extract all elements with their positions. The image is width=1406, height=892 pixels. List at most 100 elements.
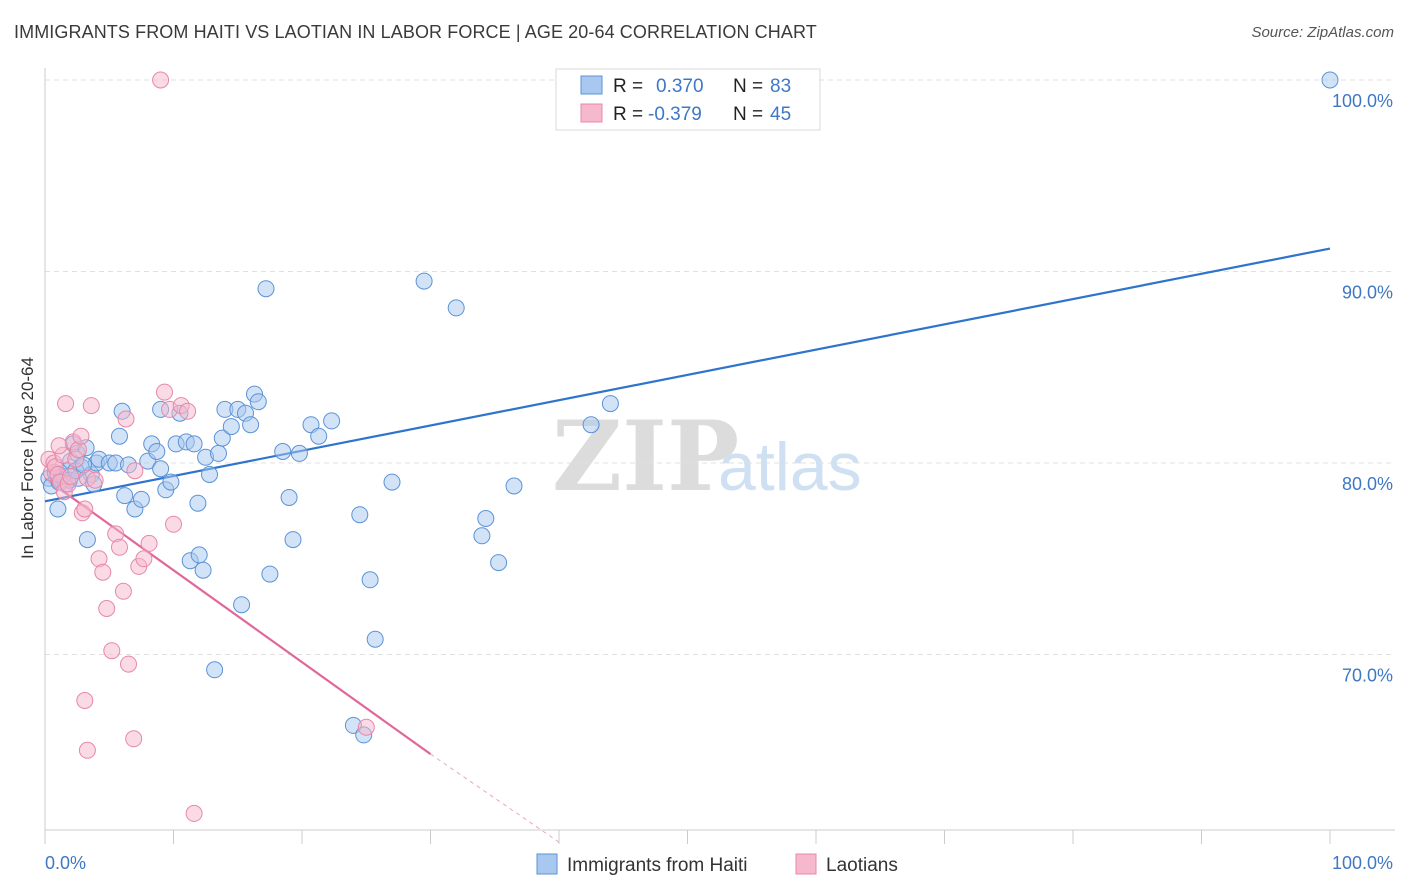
legend-r-value: 0.370 <box>656 76 704 97</box>
haiti-point <box>189 494 207 512</box>
stats-legend: R = 0.370 N = 83 R = -0.379 N = 45 <box>555 68 821 131</box>
haiti-point <box>194 561 212 579</box>
laotian-point <box>125 730 143 748</box>
chart-title: IMMIGRANTS FROM HAITI VS LAOTIAN IN LABO… <box>14 22 817 42</box>
laotian-point <box>140 534 158 552</box>
haiti-point <box>366 630 384 648</box>
legend-n-label: N = <box>733 104 763 125</box>
haiti-point <box>473 527 491 545</box>
bottom-legend-swatch-haiti <box>536 853 558 875</box>
haiti-point <box>111 427 128 445</box>
y-tick-label: 90.0% <box>1342 283 1393 303</box>
grid <box>45 79 1395 655</box>
laotian-point <box>156 383 173 401</box>
haiti-point <box>233 596 251 614</box>
haiti-point <box>477 510 495 527</box>
laotian-point <box>135 550 153 568</box>
haiti-point <box>447 299 465 317</box>
y-tick-label: 80.0% <box>1342 474 1393 494</box>
laotian-point <box>86 471 104 489</box>
haiti-point <box>280 489 298 506</box>
legend-row-laotians: R = -0.379 N = 45 <box>580 103 791 125</box>
bottom-legend-swatch-laotians <box>795 853 817 875</box>
legend-row-haiti: R = 0.370 N = 83 <box>580 75 791 97</box>
haiti-point <box>361 571 379 589</box>
laotian-point <box>72 427 90 445</box>
y-tick-label: 100.0% <box>1332 91 1393 111</box>
laotian-point <box>98 600 116 617</box>
legend-r-label: R = <box>613 76 643 97</box>
legend-swatch-haiti <box>580 75 603 95</box>
laotian-point <box>185 804 203 822</box>
haiti-point <box>213 429 231 447</box>
laotian-point <box>76 692 94 709</box>
laotian-point <box>117 410 135 428</box>
haiti-point <box>582 416 600 434</box>
axes <box>44 68 1395 844</box>
laotian-point <box>103 642 121 660</box>
series-legend: Immigrants from Haiti Laotians <box>536 853 898 876</box>
haiti-point <box>210 444 227 462</box>
laotian-point <box>114 582 132 600</box>
laotian-point <box>78 741 96 759</box>
watermark: ZIP atlas <box>552 400 862 513</box>
haiti-point <box>49 500 67 518</box>
laotian-point <box>126 462 144 480</box>
legend-r-value: -0.379 <box>648 104 702 125</box>
haiti-point <box>162 473 180 491</box>
laotian-point <box>111 538 128 556</box>
legend-swatch-laotians <box>580 103 603 123</box>
bottom-legend-label-haiti: Immigrants from Haiti <box>567 855 748 876</box>
haiti-point <box>249 393 267 411</box>
haiti-point <box>148 443 166 460</box>
watermark-zip: ZIP <box>552 400 739 513</box>
laotian-point <box>94 563 112 581</box>
x-tick-label: 100.0% <box>1332 853 1393 873</box>
data-points <box>40 71 1339 822</box>
laotian-point <box>50 437 68 455</box>
haiti-point <box>78 531 96 549</box>
haiti-point <box>152 460 170 478</box>
haiti-point <box>284 531 302 549</box>
haiti-point <box>310 427 328 445</box>
laotian-point <box>152 71 170 89</box>
y-axis-label: In Labor Force | Age 20-64 <box>18 357 37 559</box>
haiti-point <box>201 466 218 483</box>
tick-labels: 70.0% 80.0% 90.0% 100.0% 0.0% 100.0% <box>45 91 1393 873</box>
laotian-point <box>120 655 137 673</box>
haiti-point <box>185 435 203 453</box>
laotian-point <box>179 402 197 420</box>
haiti-point <box>351 506 369 524</box>
haiti-point <box>490 554 508 572</box>
laotian-point <box>357 718 375 736</box>
haiti-point <box>242 416 260 434</box>
chart-source: Source: ZipAtlas.com <box>1251 24 1394 41</box>
haiti-point <box>415 272 433 290</box>
haiti-point <box>383 473 401 491</box>
haiti-point <box>190 546 208 564</box>
legend-n-label: N = <box>733 76 763 97</box>
haiti-trend-line <box>44 247 1331 503</box>
legend-n-value: 45 <box>770 104 791 125</box>
haiti-point <box>274 443 292 460</box>
laotian-point <box>82 397 100 415</box>
haiti-point <box>505 477 523 495</box>
trend-lines <box>44 247 1331 843</box>
haiti-point <box>601 395 619 413</box>
haiti-point <box>323 412 341 430</box>
haiti-point <box>257 280 275 298</box>
legend-n-value: 83 <box>770 76 791 97</box>
bottom-legend-label-laotians: Laotians <box>826 855 898 876</box>
haiti-point <box>132 490 150 508</box>
haiti-point <box>290 444 308 462</box>
haiti-point <box>261 565 279 583</box>
haiti-point <box>116 487 134 505</box>
legend-r-label: R = <box>613 104 643 125</box>
watermark-atlas: atlas <box>718 429 862 505</box>
y-tick-label: 70.0% <box>1342 666 1393 686</box>
x-tick-label: 0.0% <box>45 853 86 873</box>
laotian-point <box>165 515 182 533</box>
laotian-point <box>62 467 80 485</box>
haiti-point <box>222 418 240 436</box>
haiti-point <box>206 661 224 679</box>
